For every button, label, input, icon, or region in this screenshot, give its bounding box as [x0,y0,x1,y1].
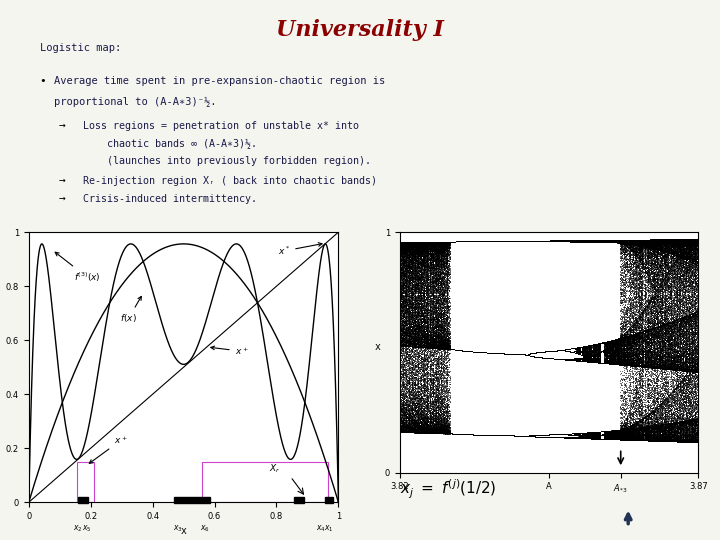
Text: $X_r$: $X_r$ [269,462,280,475]
Text: •: • [40,76,46,86]
Bar [325,497,333,503]
Text: $f^{(3)}(x)$: $f^{(3)}(x)$ [55,252,100,284]
Text: Crisis-induced intermittency.: Crisis-induced intermittency. [83,194,257,204]
Bar [294,497,304,503]
Text: $x_3$: $x_3$ [173,524,182,534]
Text: Average time spent in pre-expansion-chaotic region is: Average time spent in pre-expansion-chao… [54,76,385,86]
Text: →: → [59,194,66,204]
Bar [77,462,94,502]
Text: Universality I: Universality I [276,19,444,41]
Bar [174,497,210,503]
Text: (launches into previously forbidden region).: (launches into previously forbidden regi… [107,156,371,166]
Text: $x_2$: $x_2$ [73,524,82,534]
Text: $x_6$: $x_6$ [200,524,210,534]
Bar [202,462,328,502]
X-axis label: x: x [181,526,186,536]
Y-axis label: x: x [374,342,381,352]
Text: Loss regions = penetration of unstable x* into: Loss regions = penetration of unstable x… [83,120,359,131]
Text: $x_5$: $x_5$ [81,524,91,534]
Text: Logistic map:: Logistic map: [40,43,121,53]
Text: $x_1$: $x_1$ [324,524,334,534]
Text: $x_4$: $x_4$ [316,524,325,534]
Bar [78,497,89,503]
Text: $x_j\ =\ f^{(j)}(1/2)$: $x_j\ =\ f^{(j)}(1/2)$ [400,478,496,501]
Text: $x^+$: $x^+$ [89,435,127,463]
Text: chaotic bands ∞ (A-A∗3)½.: chaotic bands ∞ (A-A∗3)½. [107,139,256,149]
Text: $x^*$: $x^*$ [278,242,322,257]
Text: $x^+$: $x^+$ [211,346,248,357]
Text: proportional to (A-A∗3)⁻½.: proportional to (A-A∗3)⁻½. [54,97,217,107]
Text: Re-injection region Xᵣ ( back into chaotic bands): Re-injection region Xᵣ ( back into chaot… [83,176,377,186]
Text: →: → [59,120,66,131]
Text: →: → [59,176,66,186]
Text: $f(x)$: $f(x)$ [120,296,141,325]
